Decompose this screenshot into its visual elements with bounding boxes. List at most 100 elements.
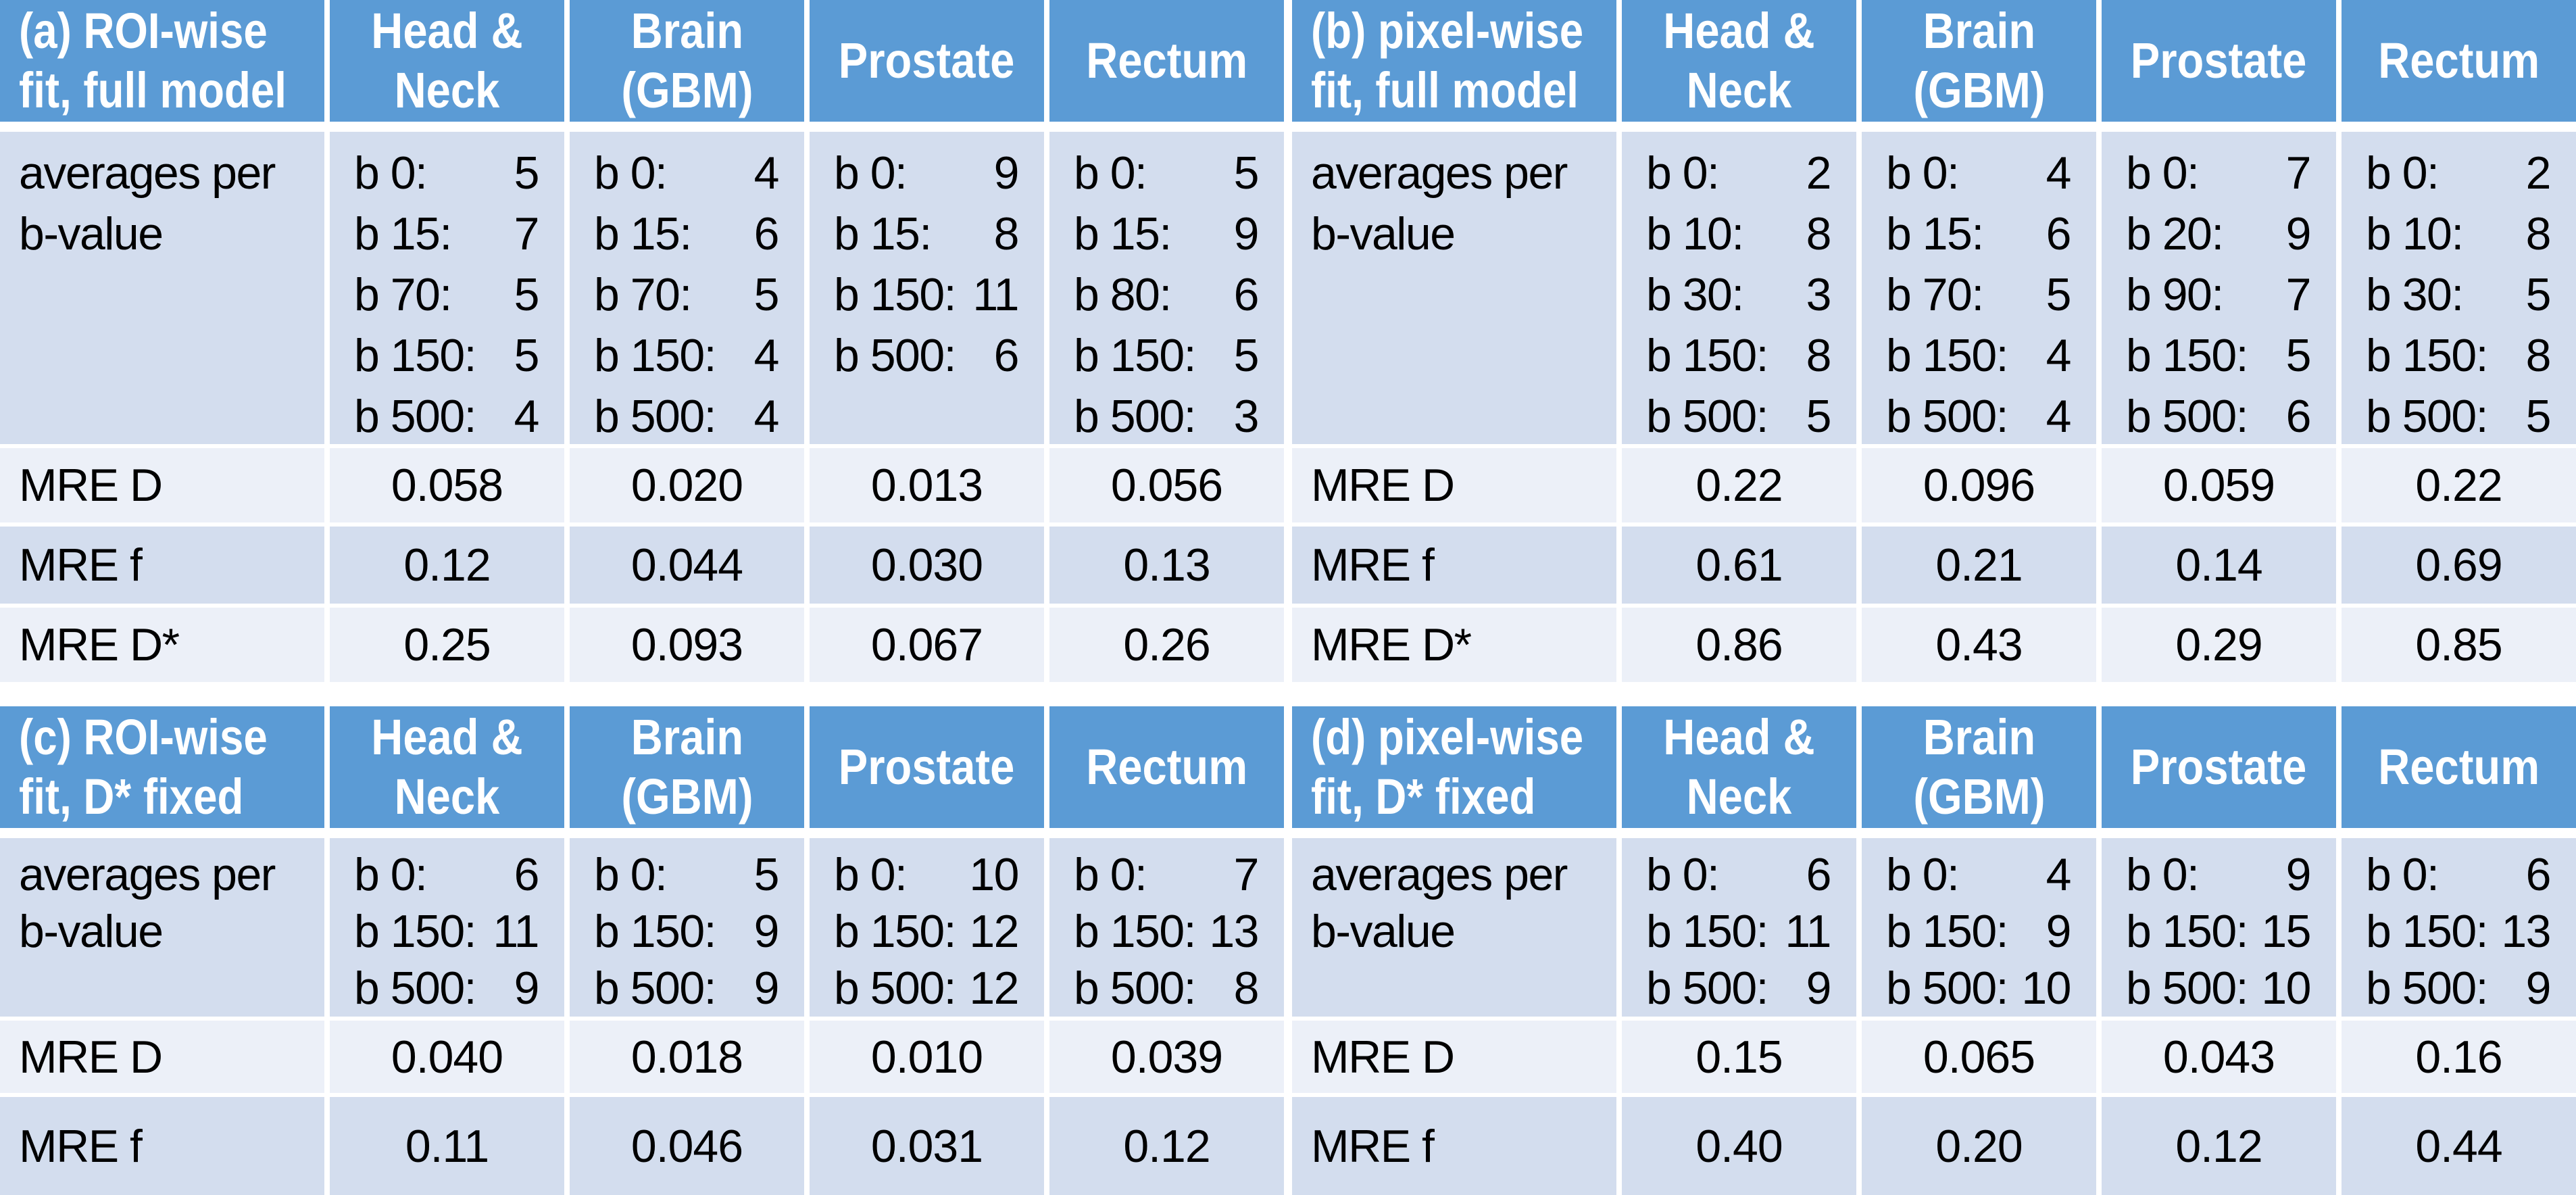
b-value-cell: b 0: 4 b 150: 9 b 500: 10 bbox=[1862, 838, 2096, 1017]
b-count: 4 bbox=[514, 391, 540, 442]
b-line: b 150: 4 bbox=[1862, 325, 2096, 386]
column-header: Brain (GBM) bbox=[570, 706, 804, 828]
b-count: 4 bbox=[2046, 330, 2072, 381]
b-line: b 500: 5 bbox=[2342, 386, 2576, 447]
table-title-text: (c) ROI-wise fit, D* fixed bbox=[19, 709, 268, 825]
b-line: b 500: 3 bbox=[1049, 386, 1284, 447]
column-header-text: Prostate bbox=[2131, 32, 2307, 89]
metric-label-text: MRE D* bbox=[1311, 619, 1472, 670]
b-label: b 150: bbox=[834, 269, 957, 320]
metric-label-text: MRE f bbox=[1311, 1120, 1435, 1172]
b-count: 4 bbox=[2046, 147, 2072, 199]
b-line: b 80: 6 bbox=[1049, 264, 1284, 325]
b-line: b 500: 9 bbox=[2342, 960, 2576, 1017]
b-line: b 150: 9 bbox=[570, 903, 804, 960]
column-header: Head & Neck bbox=[330, 0, 564, 122]
b-line: b 90: 7 bbox=[2102, 264, 2336, 325]
b-label: b 150: bbox=[2126, 330, 2249, 381]
b-count: 6 bbox=[514, 849, 540, 900]
metric-label-text: MRE D bbox=[1311, 460, 1455, 511]
metric-value-text: 0.22 bbox=[2415, 460, 2502, 511]
column-header-text: Rectum bbox=[2378, 739, 2540, 795]
b-count: 8 bbox=[2525, 330, 2552, 381]
metric-label: MRE f bbox=[0, 1097, 324, 1195]
b-value-cell: b 0: 7 b 20: 9 b 90: 7 b 150: 5 b 500: 6 bbox=[2102, 132, 2336, 444]
b-count: 4 bbox=[753, 391, 780, 442]
b-count: 5 bbox=[1233, 147, 1260, 199]
b-line: b 150: 5 bbox=[1049, 325, 1284, 386]
column-header: Rectum bbox=[1049, 0, 1284, 122]
b-value-cell: b 0: 9 b 15: 8 b 150: 11 b 500: 6 bbox=[810, 132, 1044, 444]
b-count: 11 bbox=[493, 906, 539, 957]
metric-value: 0.25 bbox=[330, 608, 564, 682]
b-line: b 0: 10 bbox=[810, 846, 1044, 903]
b-count: 6 bbox=[1806, 849, 1832, 900]
metric-value-text: 0.044 bbox=[630, 539, 743, 591]
b-label: b 500: bbox=[834, 330, 957, 381]
b-label: b 15: bbox=[594, 208, 692, 260]
b-count: 5 bbox=[753, 269, 780, 320]
b-label: b 80: bbox=[1074, 269, 1172, 320]
metric-value-text: 0.096 bbox=[1923, 460, 2035, 511]
b-value-cell: b 0: 4 b 15: 6 b 70: 5 b 150: 4 b 500: 4 bbox=[1862, 132, 2096, 444]
metric-label-text: MRE D* bbox=[19, 619, 180, 670]
b-count: 6 bbox=[753, 208, 780, 260]
b-line: b 20: 9 bbox=[2102, 203, 2336, 264]
metric-value: 0.020 bbox=[570, 448, 804, 522]
metric-value-text: 0.25 bbox=[403, 619, 491, 670]
b-label: b 500: bbox=[1886, 391, 2009, 442]
metric-value: 0.14 bbox=[2102, 527, 2336, 604]
b-line: b 70: 5 bbox=[1862, 264, 2096, 325]
b-line: b 0: 9 bbox=[2102, 846, 2336, 903]
b-label: b 150: bbox=[1074, 330, 1197, 381]
b-label: b 500: bbox=[1886, 962, 2009, 1014]
b-count: 12 bbox=[969, 906, 1019, 957]
metric-label-text: MRE D bbox=[19, 1031, 163, 1083]
b-count: 9 bbox=[753, 906, 780, 957]
metric-value-text: 0.26 bbox=[1123, 619, 1210, 670]
b-count: 8 bbox=[1806, 330, 1832, 381]
table-a: (a) ROI-wise fit, full model Head & Neck B… bbox=[0, 0, 1284, 682]
column-header-text: Head & Neck bbox=[371, 3, 523, 118]
b-count: 5 bbox=[2525, 269, 2552, 320]
metric-value-text: 0.22 bbox=[1695, 460, 1783, 511]
metric-value-text: 0.039 bbox=[1110, 1031, 1223, 1083]
b-count: 5 bbox=[514, 330, 540, 381]
metric-label: MRE D bbox=[1292, 448, 1616, 522]
metric-value: 0.69 bbox=[2342, 527, 2576, 604]
metric-value: 0.22 bbox=[1622, 448, 1856, 522]
b-label: b 150: bbox=[594, 906, 717, 957]
b-count: 5 bbox=[753, 849, 780, 900]
b-line: b 150: 11 bbox=[1622, 903, 1856, 960]
b-line: b 15: 7 bbox=[330, 203, 564, 264]
b-line: b 0: 6 bbox=[1622, 846, 1856, 903]
column-header: Prostate bbox=[810, 706, 1044, 828]
b-line: b 150: 8 bbox=[1622, 325, 1856, 386]
b-line: b 0: 5 bbox=[1049, 143, 1284, 203]
column-header-text: Brain (GBM) bbox=[620, 3, 753, 118]
b-label: b 500: bbox=[1074, 391, 1197, 442]
b-count: 10 bbox=[2261, 962, 2311, 1014]
b-label: b 0: bbox=[354, 147, 428, 199]
metric-label: MRE f bbox=[0, 527, 324, 604]
metric-label-text: MRE D bbox=[19, 460, 163, 511]
metric-value-text: 0.046 bbox=[630, 1120, 743, 1172]
metric-value: 0.12 bbox=[2102, 1097, 2336, 1195]
metric-value-text: 0.61 bbox=[1695, 539, 1783, 591]
metric-value-text: 0.16 bbox=[2415, 1031, 2502, 1083]
b-count: 5 bbox=[1233, 330, 1260, 381]
b-count: 9 bbox=[753, 962, 780, 1014]
column-header: Prostate bbox=[2102, 706, 2336, 828]
metric-value-text: 0.043 bbox=[2162, 1031, 2275, 1083]
metric-value: 0.096 bbox=[1862, 448, 2096, 522]
metric-label: MRE D bbox=[0, 1021, 324, 1093]
b-value-cell: b 0: 2 b 10: 8 b 30: 3 b 150: 8 b 500: 5 bbox=[1622, 132, 1856, 444]
b-line: b 0: 6 bbox=[330, 846, 564, 903]
b-label: b 10: bbox=[2366, 208, 2464, 260]
column-header: Brain (GBM) bbox=[1862, 706, 2096, 828]
b-value-cell: b 0: 5 b 15: 9 b 80: 6 b 150: 5 b 500: 3 bbox=[1049, 132, 1284, 444]
b-count: 5 bbox=[2285, 330, 2312, 381]
b-count: 5 bbox=[514, 269, 540, 320]
table-title-text: (a) ROI-wise fit, full model bbox=[19, 3, 287, 118]
